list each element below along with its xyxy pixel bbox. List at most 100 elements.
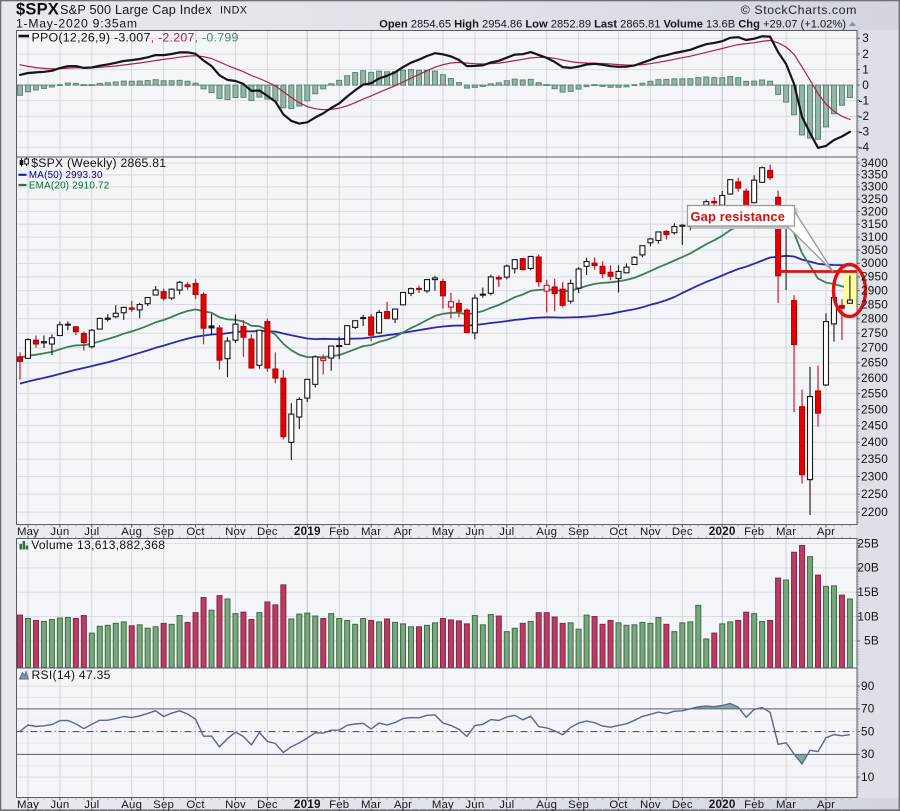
svg-text:-4: -4 (859, 140, 870, 154)
svg-text:Jul: Jul (84, 799, 99, 811)
svg-text:2350: 2350 (861, 452, 888, 466)
svg-text:$SPX (Weekly) 2865.81: $SPX (Weekly) 2865.81 (31, 156, 166, 170)
svg-text:May: May (17, 526, 39, 538)
svg-text:© StockCharts.com: © StockCharts.com (741, 3, 857, 17)
svg-text:Mar: Mar (776, 799, 796, 811)
svg-text:Oct: Oct (186, 526, 205, 538)
svg-text:3050: 3050 (861, 243, 888, 257)
svg-text:2500: 2500 (861, 402, 888, 416)
svg-text:3200: 3200 (861, 204, 888, 218)
svg-text:2: 2 (862, 47, 869, 61)
svg-text:2400: 2400 (861, 435, 888, 449)
svg-text:Dec: Dec (257, 799, 278, 811)
svg-text:Apr: Apr (394, 799, 412, 811)
svg-text:90: 90 (861, 679, 875, 693)
svg-text:2200: 2200 (861, 505, 888, 519)
svg-text:INDX: INDX (220, 5, 247, 17)
svg-text:Oct: Oct (609, 799, 628, 811)
svg-text:30: 30 (861, 747, 875, 761)
svg-text:Jun: Jun (50, 526, 69, 538)
svg-text:Feb: Feb (744, 799, 764, 811)
svg-text:3100: 3100 (861, 230, 888, 244)
svg-text:2550: 2550 (861, 387, 888, 401)
svg-text:Sep: Sep (153, 526, 174, 538)
svg-text:2020: 2020 (709, 798, 736, 811)
svg-text:10B: 10B (857, 609, 879, 623)
svg-text:2019: 2019 (294, 525, 321, 538)
svg-text:0: 0 (862, 78, 869, 92)
svg-text:Apr: Apr (394, 526, 412, 538)
svg-text:Gap resistance: Gap resistance (691, 209, 786, 224)
svg-text:May: May (432, 799, 454, 811)
svg-text:Aug: Aug (536, 526, 557, 538)
svg-text:Nov: Nov (225, 799, 246, 811)
svg-text:10: 10 (861, 770, 875, 784)
svg-text:50: 50 (861, 724, 875, 738)
svg-text:3: 3 (862, 31, 869, 45)
svg-text:$SPX: $SPX (16, 1, 59, 19)
svg-text:Jul: Jul (84, 526, 99, 538)
svg-text:Nov: Nov (640, 526, 661, 538)
svg-text:RSI(14) 47.35: RSI(14) 47.35 (32, 668, 111, 682)
svg-text:2020: 2020 (709, 525, 736, 538)
svg-text:3350: 3350 (861, 168, 888, 182)
svg-text:Dec: Dec (672, 799, 693, 811)
svg-text:2750: 2750 (861, 326, 888, 340)
svg-text:2850: 2850 (861, 297, 888, 311)
svg-text:Dec: Dec (257, 526, 278, 538)
svg-text:Sep: Sep (568, 799, 589, 811)
svg-text:-2: -2 (859, 109, 870, 123)
svg-text:3000: 3000 (861, 256, 888, 270)
svg-text:Feb: Feb (329, 799, 349, 811)
svg-text:Jul: Jul (499, 799, 514, 811)
svg-text:May: May (432, 526, 454, 538)
svg-text:Nov: Nov (225, 526, 246, 538)
svg-text:Aug: Aug (121, 799, 142, 811)
svg-text:Oct: Oct (186, 799, 205, 811)
svg-text:3300: 3300 (861, 180, 888, 194)
svg-text:Mar: Mar (361, 799, 381, 811)
svg-text:Mar: Mar (776, 526, 796, 538)
svg-text:2900: 2900 (861, 283, 888, 297)
svg-text:20B: 20B (857, 561, 879, 575)
svg-text:2700: 2700 (861, 341, 888, 355)
svg-text:5B: 5B (864, 634, 879, 648)
svg-text:1: 1 (862, 62, 869, 76)
svg-text:-1: -1 (859, 93, 870, 107)
svg-text:Feb: Feb (744, 526, 764, 538)
svg-text:1-May-2020 9:35am: 1-May-2020 9:35am (16, 17, 138, 31)
svg-text:PPO(12,26,9) -3.007, -2.207, -: PPO(12,26,9) -3.007, -2.207, -0.799 (32, 31, 239, 45)
svg-text:Dec: Dec (672, 526, 693, 538)
svg-text:Apr: Apr (817, 526, 835, 538)
svg-text:MA(50) 2993.30: MA(50) 2993.30 (29, 170, 103, 181)
svg-text:2950: 2950 (861, 270, 888, 284)
svg-text:Apr: Apr (817, 799, 835, 811)
svg-text:2300: 2300 (861, 469, 888, 483)
svg-text:Jul: Jul (499, 526, 514, 538)
svg-text:Open 2854.65 High 2954.86 Low: Open 2854.65 High 2954.86 Low 2852.89 La… (379, 19, 846, 31)
svg-text:Oct: Oct (609, 526, 628, 538)
svg-text:Sep: Sep (568, 526, 589, 538)
svg-text:3150: 3150 (861, 217, 888, 231)
svg-text:2450: 2450 (861, 419, 888, 433)
svg-text:Mar: Mar (361, 526, 381, 538)
svg-text:70: 70 (861, 702, 875, 716)
svg-text:15B: 15B (857, 585, 879, 599)
svg-text:2019: 2019 (294, 798, 321, 811)
svg-text:Nov: Nov (640, 799, 661, 811)
svg-text:Volume 13,613,882,368: Volume 13,613,882,368 (31, 538, 165, 552)
svg-text:3400: 3400 (861, 156, 888, 170)
svg-text:2600: 2600 (861, 371, 888, 385)
svg-text:2650: 2650 (861, 356, 888, 370)
svg-text:EMA(20) 2910.72: EMA(20) 2910.72 (29, 180, 110, 191)
svg-text:3250: 3250 (861, 192, 888, 206)
svg-text:Jun: Jun (50, 799, 69, 811)
svg-text:2250: 2250 (861, 487, 888, 501)
svg-text:Jun: Jun (465, 799, 484, 811)
svg-text:S&P 500 Large Cap Index: S&P 500 Large Cap Index (60, 3, 212, 17)
svg-text:Aug: Aug (536, 799, 557, 811)
svg-text:Sep: Sep (153, 799, 174, 811)
svg-text:Aug: Aug (121, 526, 142, 538)
svg-text:Feb: Feb (329, 526, 349, 538)
svg-text:May: May (17, 799, 39, 811)
